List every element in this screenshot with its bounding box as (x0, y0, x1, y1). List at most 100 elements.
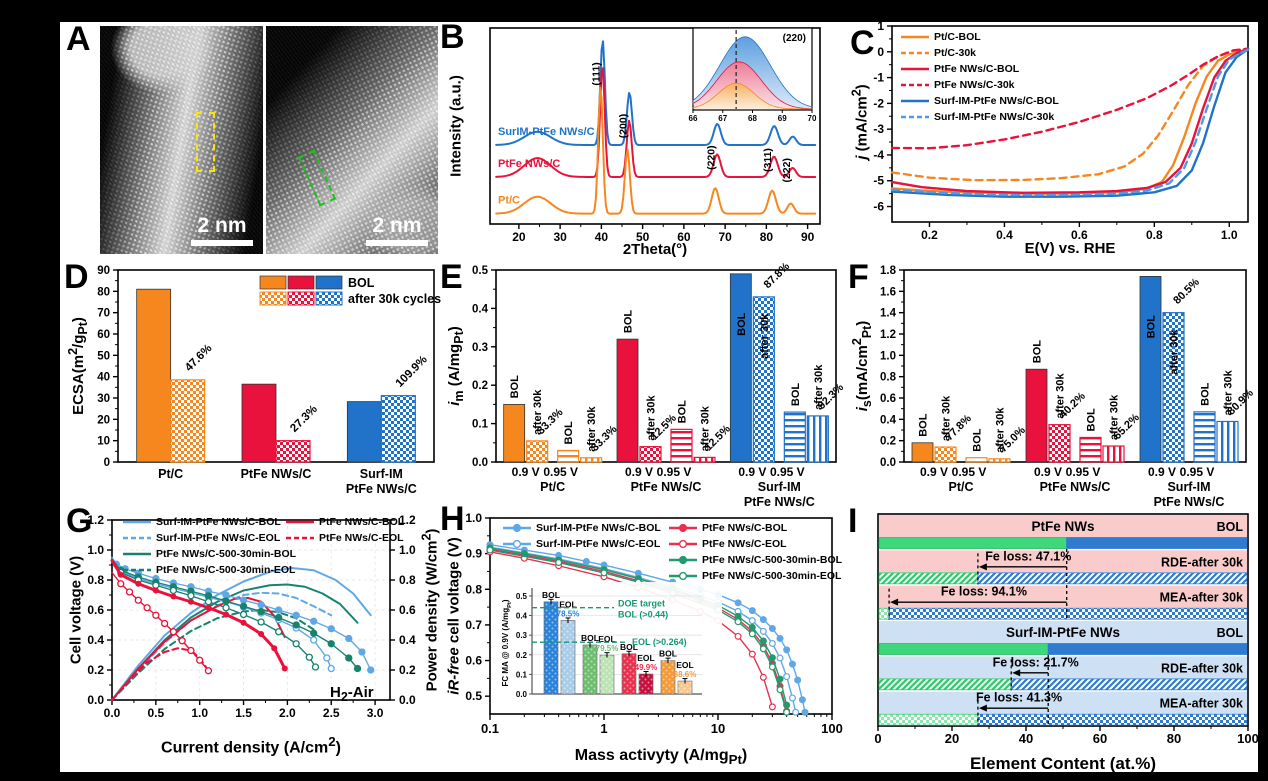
svg-text:0.2: 0.2 (516, 651, 528, 660)
svg-text:0.95 V: 0.95 V (657, 465, 692, 479)
svg-text:Surf-IM-PtFe NWs: Surf-IM-PtFe NWs (1006, 625, 1120, 640)
svg-text:3.0: 3.0 (367, 706, 384, 720)
svg-text:80: 80 (1167, 731, 1181, 746)
panel-e: E 0.0 0.1 0.2 0.3 0.4 0.5 BOL after 30k 33.3% BOL… (440, 258, 848, 514)
legend-item: PtFe NWs/C-BOL (285, 514, 404, 529)
svg-text:0.3: 0.3 (516, 631, 528, 640)
ecsa-bars: 47.6%Pt/C27.3%PtFe NWs/C109.9%Surf-IMPtF… (136, 288, 430, 496)
svg-text:Fe loss: 21.7%: Fe loss: 21.7% (993, 655, 1079, 669)
svg-text:0.95 V: 0.95 V (1066, 465, 1101, 479)
svg-text:PtFe NWs: PtFe NWs (1031, 519, 1094, 534)
legend-sample (669, 571, 697, 580)
legend-item: PtFe NWs/C-500-30min-EOL (122, 562, 296, 577)
c-legend: Pt/C-BOL Pt/C-30k PtFe NWs/C-BOL PtFe NWs/C… (900, 29, 1059, 124)
legend-label: Surf-IM-PtFe NWs/C-BOL (536, 521, 661, 534)
legend-sample (901, 35, 929, 38)
svg-text:BOL (>0.44): BOL (>0.44) (618, 610, 668, 620)
svg-text:-3: -3 (873, 122, 884, 136)
svg-text:BOL: BOL (1032, 340, 1044, 364)
svg-text:0.0: 0.0 (472, 457, 488, 469)
svg-text:after 30k: after 30k (1055, 373, 1067, 419)
svg-text:0.95 V: 0.95 V (1180, 465, 1215, 479)
legend-sample (123, 536, 151, 539)
svg-text:49.9%: 49.9% (635, 663, 658, 672)
panel-h: H 0.1 1 10 100 0.5 0.6 0.7 0.8 0.9 1.0 0.0 0.1 0.2 0.… (440, 500, 848, 780)
svg-text:1.0: 1.0 (399, 543, 416, 557)
b-x-axis-label: 2Theta(°) (622, 241, 688, 258)
legend-sample (123, 520, 151, 523)
svg-text:0.2: 0.2 (87, 663, 104, 677)
svg-text:1.0: 1.0 (1221, 228, 1238, 242)
scale-bar-right: 2 nm (366, 215, 428, 246)
panel-a-letter: A (66, 20, 91, 58)
svg-text:0.4: 0.4 (399, 633, 416, 647)
svg-text:0.8: 0.8 (465, 582, 482, 596)
svg-text:40: 40 (97, 372, 110, 384)
axes: 0.0 0.1 0.2 0.3 0.4 0.5 (472, 265, 837, 469)
h-y-axis-label: iR-free cell voltage (V) (445, 537, 463, 695)
g-y-axis-right-label: Power density (W/cm2) (419, 528, 441, 692)
scale-bar-right-text: 2 nm (372, 214, 422, 237)
svg-text:Surf-IM: Surf-IM (360, 467, 403, 481)
svg-text:BOL: BOL (677, 400, 689, 424)
legend-label: Surf-IM-PtFe NWs/C-BOL (156, 515, 281, 528)
svg-text:20: 20 (945, 731, 959, 746)
svg-text:0: 0 (104, 457, 110, 469)
svg-text:after 30k cycles: after 30k cycles (348, 292, 441, 306)
svg-text:80: 80 (760, 230, 774, 244)
svg-text:0.5: 0.5 (516, 592, 528, 601)
panel-c: C 0.2 0.4 0.6 0.8 1.0 1 0 -1 -2 -3 -4 -5 -6 Pt/C-BOL… (848, 19, 1260, 262)
i-x-axis-label: Element Content (at.%) (969, 754, 1157, 773)
svg-text:0.2: 0.2 (880, 436, 896, 448)
scale-bar-left-line (191, 240, 253, 246)
svg-text:EOL: EOL (637, 653, 654, 663)
svg-text:BOL: BOL (542, 590, 560, 600)
legend-item: PtFe NWs/C-EOL (285, 530, 404, 545)
svg-text:BOL: BOL (1086, 408, 1098, 432)
xrd-inset-220: 66 67 68 69 70 (220) (689, 27, 817, 123)
legend-label: PtFe NWs/C-EOL (319, 531, 404, 544)
svg-text:-1: -1 (873, 71, 884, 85)
svg-text:100: 100 (821, 721, 843, 736)
legend-item: Surf-IM-PtFe NWs/C-BOL (900, 93, 1059, 108)
panel-e-letter: E (440, 258, 463, 296)
legend-item: Surf-IM-PtFe NWs/C-30k (900, 109, 1059, 124)
c-x-axis-label: E(V) vs. RHE (1024, 240, 1116, 257)
g-y-axis-left-label: Cell voltage (V) (67, 555, 85, 665)
svg-text:0.8: 0.8 (399, 573, 416, 587)
svg-text:10: 10 (97, 436, 110, 448)
svg-text:0.9 V: 0.9 V (738, 465, 766, 479)
svg-text:1.0: 1.0 (880, 350, 896, 362)
svg-text:0.3: 0.3 (472, 342, 488, 354)
svg-text:70: 70 (718, 230, 732, 244)
svg-text:0.9 V: 0.9 V (512, 465, 540, 479)
legend-label: Surf-IM-PtFe NWs/C-BOL (934, 94, 1059, 107)
svg-text:0.1: 0.1 (481, 721, 499, 736)
svg-text:0.6: 0.6 (1071, 228, 1088, 242)
orr-polarization-chart: 0.2 0.4 0.6 0.8 1.0 1 0 -1 -2 -3 -4 -5 -6 (873, 19, 1250, 242)
c-axes: 0.2 0.4 0.6 0.8 1.0 1 0 -1 -2 -3 -4 -5 -6 (873, 19, 1249, 242)
svg-text:(311): (311) (762, 148, 774, 172)
legend-sample (901, 99, 929, 102)
svg-text:50: 50 (97, 350, 110, 362)
legend-sample (669, 539, 697, 548)
svg-text:Fe loss: 94.1%: Fe loss: 94.1% (941, 585, 1027, 599)
svg-text:0.4: 0.4 (87, 633, 104, 647)
legend-item: PtFe NWs/C-BOL (668, 520, 842, 535)
h-axes: 0.1 1 10 100 0.5 0.6 0.7 0.8 0.9 1.0 (465, 511, 843, 736)
svg-text:(220): (220) (705, 145, 717, 170)
svg-text:PtFe NWs/C: PtFe NWs/C (241, 467, 312, 481)
svg-text:0.4: 0.4 (472, 303, 489, 315)
svg-text:100: 100 (1237, 731, 1259, 746)
svg-text:0.1: 0.1 (472, 419, 489, 431)
svg-text:38.6%: 38.6% (674, 670, 697, 679)
svg-text:1.8: 1.8 (880, 265, 897, 277)
svg-text:DOE target: DOE target (618, 599, 665, 609)
legend-item: Surf-IM-PtFe NWs/C-EOL (502, 536, 661, 551)
svg-text:BOL: BOL (736, 312, 748, 336)
legend-sample (503, 523, 531, 532)
svg-text:0.5: 0.5 (472, 265, 489, 277)
svg-text:0: 0 (874, 731, 881, 746)
svg-text:1.0: 1.0 (465, 511, 482, 525)
svg-text:0.9 V: 0.9 V (1148, 465, 1176, 479)
